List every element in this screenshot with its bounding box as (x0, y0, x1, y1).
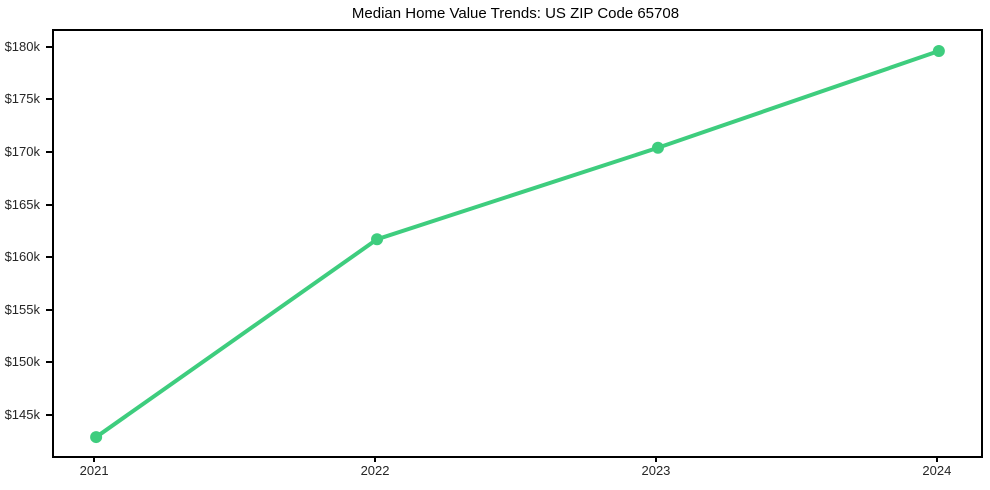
data-point-marker (651, 141, 664, 154)
y-tick-mark (46, 45, 52, 48)
series-line (94, 48, 941, 440)
y-tick-label: $175k (4, 91, 40, 107)
plot-area (52, 29, 983, 458)
y-tick-label: $165k (4, 196, 40, 212)
data-point-marker (932, 44, 945, 57)
y-tick-mark (46, 203, 52, 206)
x-tick-mark (93, 456, 96, 462)
x-tick-mark (654, 456, 657, 462)
y-tick-label: $150k (4, 354, 40, 370)
x-tick-label: 2024 (922, 463, 952, 478)
data-point-marker (371, 233, 384, 246)
x-tick-mark (935, 456, 938, 462)
y-tick-mark (46, 256, 52, 259)
chart-title: Median Home Value Trends: US ZIP Code 65… (351, 5, 680, 22)
x-tick-mark (374, 456, 377, 462)
y-tick-label: $145k (4, 407, 40, 423)
y-tick-label: $180k (4, 38, 40, 54)
y-tick-label: $155k (4, 301, 40, 317)
x-tick-label: 2022 (360, 463, 390, 478)
y-tick-label: $160k (4, 249, 40, 265)
y-tick-label: $170k (4, 144, 40, 160)
y-tick-mark (46, 414, 52, 417)
x-tick-label: 2021 (79, 463, 109, 478)
y-tick-mark (46, 361, 52, 364)
y-tick-mark (46, 308, 52, 311)
y-tick-mark (46, 151, 52, 154)
data-point-marker (90, 431, 103, 444)
x-tick-label: 2023 (641, 463, 671, 478)
y-tick-mark (46, 98, 52, 101)
line-chart-canvas (90, 44, 945, 444)
